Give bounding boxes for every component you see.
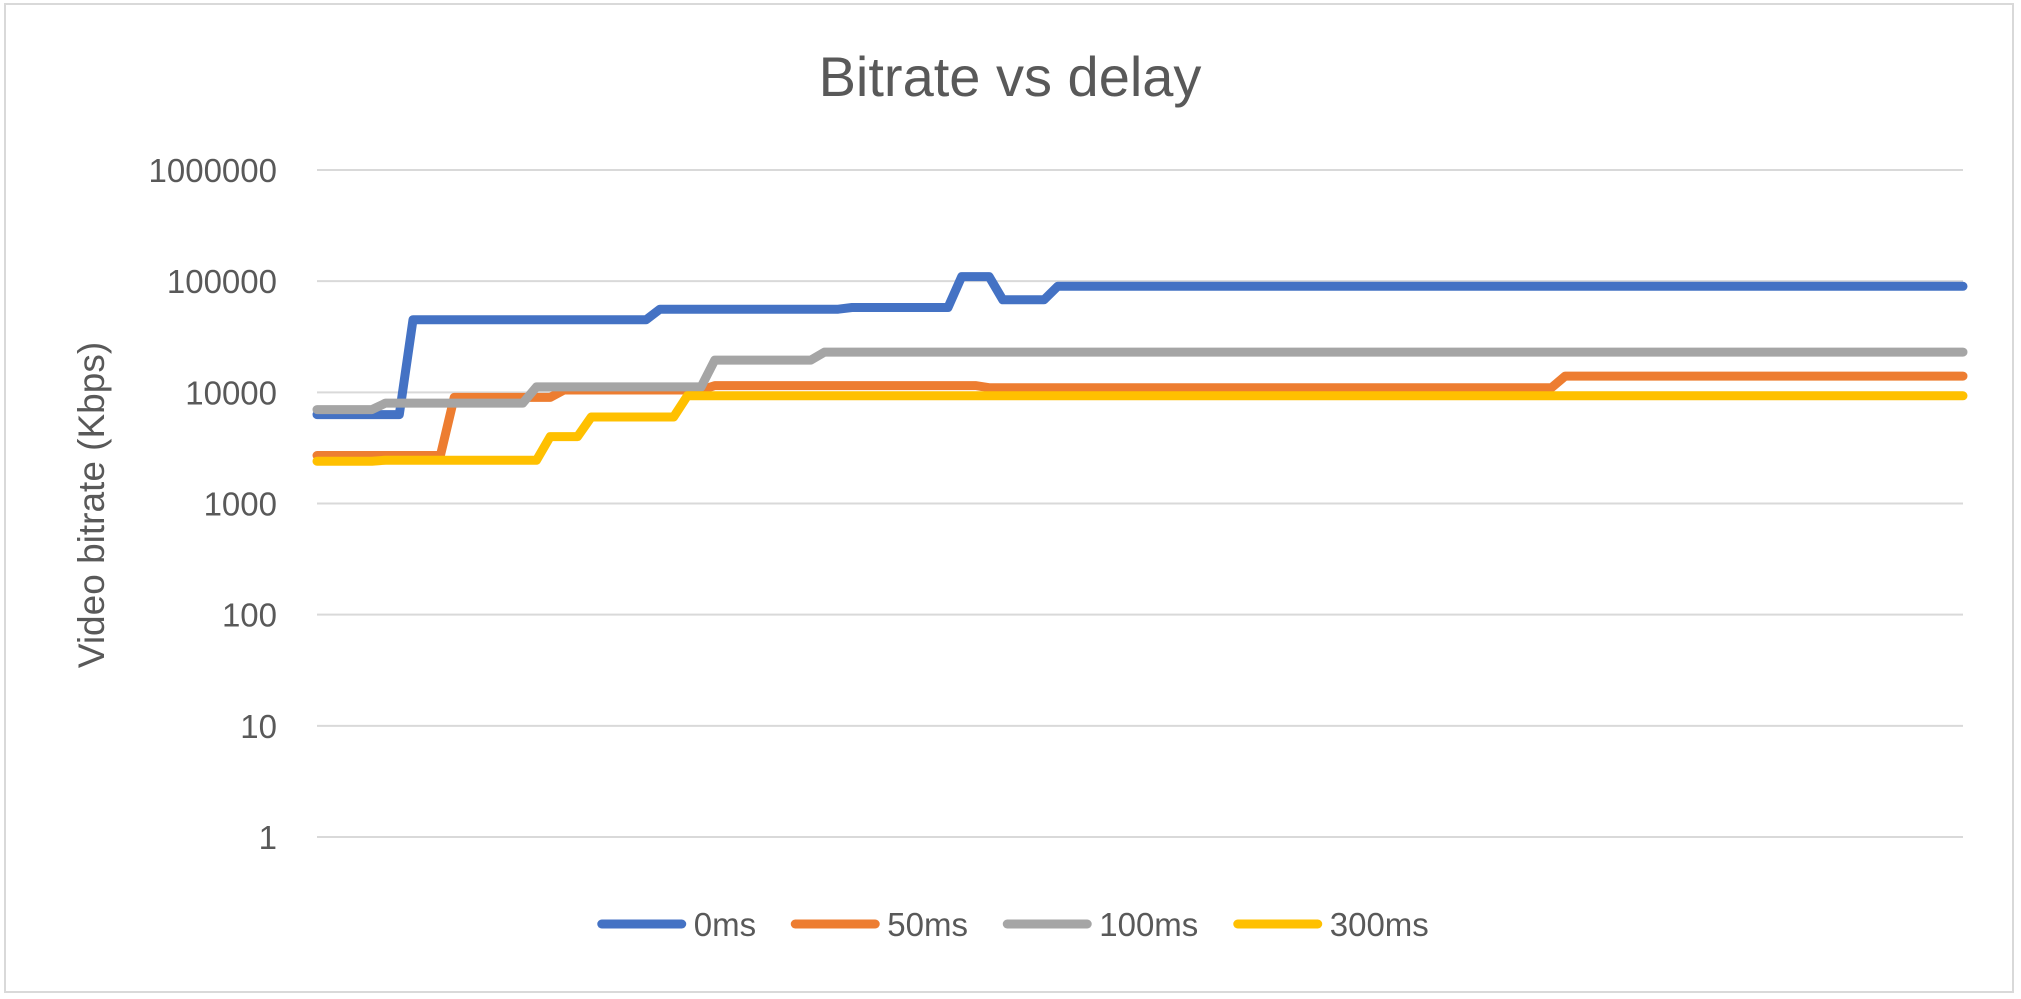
y-tick-label: 100000 [167,263,277,300]
y-tick-label: 1 [259,819,277,856]
y-tick-label: 10000 [185,374,277,411]
chart-frame [4,3,2014,993]
gridlines [317,169,1963,838]
series-lines [312,272,1968,466]
legend-item-300ms: 300ms [1233,906,1429,943]
series-line-0ms [312,272,1968,420]
legend-label: 100ms [1099,906,1198,943]
legend-item-0ms: 0ms [597,906,756,943]
y-tick-label: 10 [240,708,277,745]
y-axis-label: Video bitrate (Kbps) [71,342,112,668]
chart-title: Bitrate vs delay [819,45,1202,108]
legend: 0ms 50ms 100ms 300ms [597,906,1429,943]
legend-item-100ms: 100ms [1002,906,1198,943]
y-tick-labels: 1 10 100 1000 10000 100000 1000000 [149,152,277,856]
y-tick-label: 1000000 [149,152,277,189]
series-line-300ms [312,391,1968,466]
legend-label: 0ms [694,906,756,943]
y-tick-label: 1000 [204,486,277,523]
y-tick-label: 100 [222,597,277,634]
series-line-100ms [312,347,1968,415]
legend-label: 300ms [1330,906,1429,943]
legend-item-50ms: 50ms [790,906,968,943]
legend-label: 50ms [887,906,968,943]
